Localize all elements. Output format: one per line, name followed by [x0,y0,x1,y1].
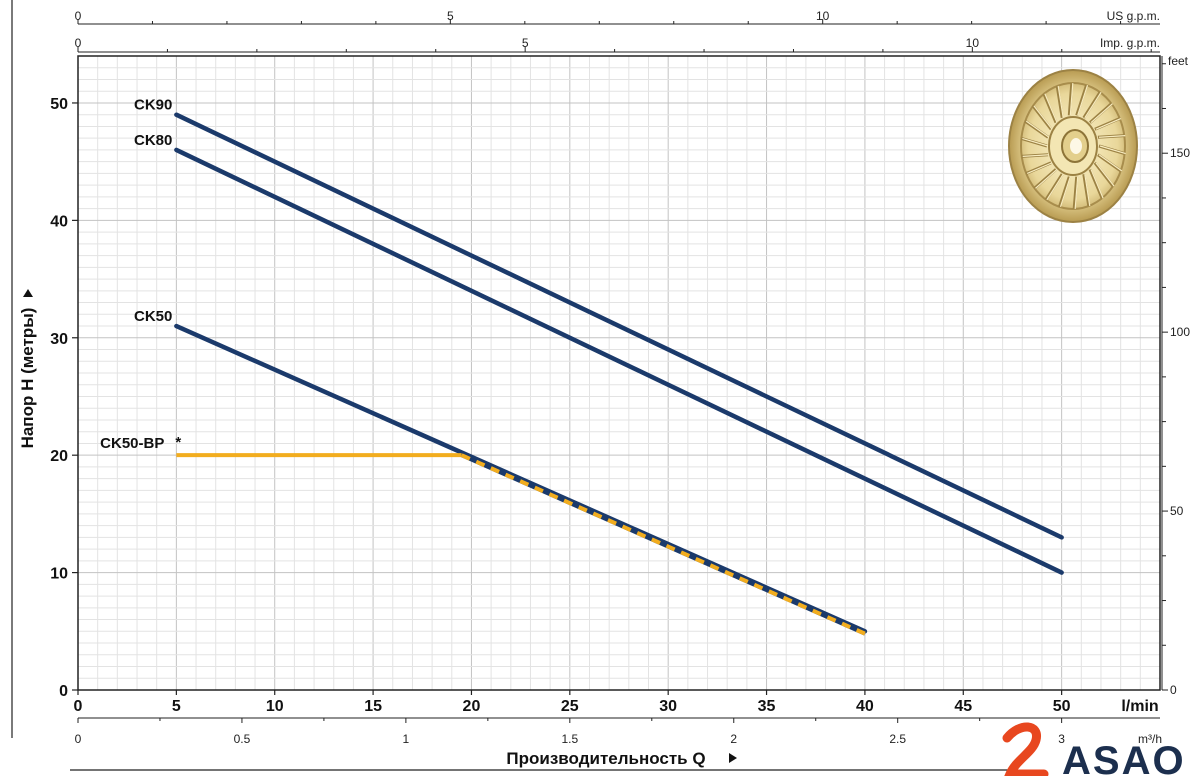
imp-gpm-tick-label: 10 [966,36,980,50]
feet-tick-label: 150 [1170,146,1190,160]
impeller-vane-highlight [1033,105,1053,130]
x-tick-label: 35 [758,698,776,715]
feet-tick-label: 0 [1170,683,1177,697]
x-tick-label: 25 [561,698,579,715]
series-ck50-bp-base [460,453,866,636]
impeller-vane-highlight [1098,135,1126,138]
impeller-vane-highlight [1095,162,1115,187]
m3h-tick-label: 2 [730,732,737,746]
impeller-vane-highlight [1074,176,1079,210]
impeller-vane [1089,102,1113,124]
impeller-vane-highlight [1044,93,1058,123]
impeller-vane-highlight [1084,174,1091,207]
x-tick-label: 45 [954,698,972,715]
impeller-vane-highlight [1077,84,1089,116]
y-tick-label: 50 [50,96,68,113]
impeller-vane-highlight [1057,85,1064,118]
impeller-vane-highlight [1090,103,1113,124]
y-tick-label: 10 [50,566,68,583]
impeller-vane [1072,176,1079,210]
imp-gpm-unit-label: Imp. g.p.m. [1100,36,1160,50]
impeller-vane-highlight [1090,169,1104,199]
x-arrow-icon [729,753,737,763]
labels: CK90 CK80 CK50 CK50-BP * [100,97,181,452]
y-tick-label: 30 [50,331,68,348]
series-lines [174,112,1064,636]
impeller-vane [1093,161,1115,188]
impeller-vane-highlight [1099,145,1126,155]
series-label-ck80: CK80 [134,132,172,149]
logo-mark-icon [1002,722,1049,776]
us-gpm-tick-label: 5 [447,9,454,23]
impeller-vane [1031,104,1053,131]
y-tick-label: 0 [59,683,68,700]
series-ck90 [174,112,1064,540]
feet-tick-label: 50 [1170,504,1184,518]
imp-gpm-tick-label: 5 [522,36,529,50]
impeller-vane-highlight [1095,117,1122,130]
m3h-tick-label: 3 [1058,732,1065,746]
y-tick-label: 40 [50,213,68,230]
feet-unit-label: feet [1168,54,1189,68]
m3h-unit-label: m³/h [1138,732,1162,746]
impeller-vane-highlight [1026,162,1053,175]
grid [77,55,1161,691]
series-label-ck50-bp: CK50-BP [100,435,164,452]
impeller-vane-highlight [1022,154,1050,157]
impeller-vane [1055,85,1064,119]
x-tick-label: 40 [856,698,874,715]
impeller-vane [1082,91,1102,119]
x-tick-label: 5 [172,698,181,715]
impeller-vane [1082,173,1091,207]
m3h-tick-label: 0 [75,732,82,746]
us-gpm-tick-label: 10 [816,9,830,23]
impeller-vane [1058,176,1071,208]
imp-gpm-tick-label: 0 [75,36,82,50]
series-label-ck90: CK90 [134,97,172,114]
x-tick-label: 20 [463,698,481,715]
impeller-vane [1067,82,1074,116]
impeller-vane [1042,93,1058,124]
x-tick-label: 0 [74,698,83,715]
series-label-ck50: CK50 [134,308,172,325]
impeller-vane [1044,173,1064,201]
x-axis-title: Производительность Q [506,749,705,768]
impeller-vane-highlight [1059,176,1071,208]
series-ck80 [174,147,1064,575]
asao-logo: ASAO [1002,722,1186,776]
impeller-vane-highlight [1022,137,1049,147]
impeller-vane-highlight [1084,91,1102,119]
impeller-image [1008,69,1138,223]
series-marker-ck50-bp: * [175,434,181,451]
us-gpm-tick-label: 0 [75,9,82,23]
impeller-vane-highlight [1035,168,1058,189]
m3h-tick-label: 1.5 [561,732,578,746]
m3h-tick-label: 1 [403,732,410,746]
x-unit-label: l/min [1121,698,1158,715]
y-axis-title: Напор H (метры) [18,308,37,449]
logo-text: ASAO [1062,739,1186,776]
impeller-vane [1033,168,1057,190]
impeller-vane-highlight [1046,173,1064,201]
impeller-vane-highlight [1098,154,1123,172]
y-arrow-icon [23,289,33,297]
m3h-tick-label: 0.5 [234,732,251,746]
feet-tick-label: 100 [1170,325,1190,339]
x-tick-label: 30 [659,698,677,715]
x-tick-label: 50 [1053,698,1071,715]
impeller-vane [1088,168,1104,199]
plot-border [77,55,1161,691]
m3h-tick-label: 2.5 [889,732,906,746]
x-tick-label: 15 [364,698,382,715]
impeller-vane-highlight [1025,120,1050,138]
impeller-vane-highlight [1069,82,1074,116]
series-ck50 [174,323,868,634]
impeller-vane [1075,84,1088,116]
us-gpm-unit-label: US g.p.m. [1107,9,1160,23]
y-tick-label: 20 [50,448,68,465]
x-tick-label: 10 [266,698,284,715]
